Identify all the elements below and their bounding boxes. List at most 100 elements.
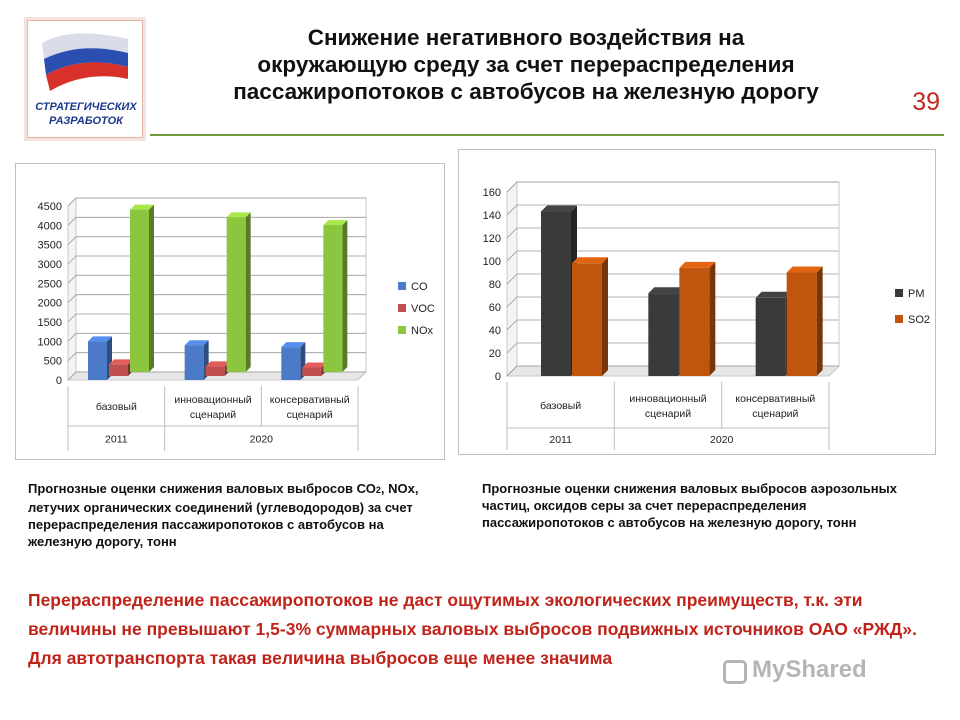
gridline: [506, 181, 839, 193]
bar-front: [205, 366, 225, 376]
bar-front: [679, 267, 710, 376]
chart-svg-right: 0 20 40 60 80 100 120 140 160 базовый инновационны…: [483, 180, 930, 450]
x-category-label: базовый: [540, 400, 581, 412]
x-group-label: 2020: [250, 434, 274, 446]
bar-front: [226, 217, 246, 372]
bar-top: [648, 287, 685, 294]
bar-voc-1: [205, 361, 230, 376]
bar-top: [323, 220, 348, 226]
y-tick-label: 3000: [38, 259, 62, 271]
bar-top: [109, 359, 133, 365]
x-group-label: 2020: [710, 434, 734, 446]
logo-text-line2: СТРАТЕГИЧЕСКИХ: [35, 101, 137, 113]
gridline: [67, 197, 366, 207]
legend-swatch: [398, 304, 406, 312]
caption-left: Прогнозные оценки снижения валовых выбро…: [28, 480, 450, 550]
logo: ЦЕНТР СТРАТЕГИЧЕСКИХ РАЗРАБОТОК: [27, 20, 143, 138]
y-tick-label: 0: [495, 371, 501, 383]
back-wall: [75, 197, 367, 373]
y-tick-label: 140: [483, 210, 501, 222]
bar-voc-0: [109, 359, 133, 376]
bar-nox-1: [226, 212, 251, 372]
bar-top: [130, 204, 154, 210]
legend-label: SO2: [908, 314, 930, 326]
bar-so2-2: [786, 266, 823, 376]
bar-top: [88, 336, 112, 342]
legend-swatch: [895, 315, 903, 323]
caption-left-subscript: 2: [375, 485, 381, 495]
bar-top: [184, 340, 209, 346]
legend-swatch: [398, 282, 406, 290]
y-tick-label: 0: [56, 375, 62, 387]
gridline: [67, 294, 366, 303]
bar-front: [88, 341, 107, 380]
bar-side: [245, 212, 251, 372]
watermark-icon: [723, 660, 747, 684]
gridline: [506, 250, 839, 262]
y-tick-label: 4500: [38, 201, 62, 213]
bar-top: [786, 266, 823, 273]
bar-front: [281, 347, 301, 380]
bar-front: [302, 367, 322, 376]
bar-top: [302, 362, 327, 368]
bar-side: [709, 261, 716, 376]
bar-co-1: [184, 340, 209, 380]
x-group-label: 2011: [549, 434, 572, 446]
bar-front: [541, 211, 571, 376]
gridline: [506, 319, 839, 331]
gridline: [67, 352, 366, 361]
bar-top: [205, 361, 230, 367]
bar-front: [755, 297, 786, 376]
x-category-label: сценарий: [752, 408, 798, 420]
side-wall: [67, 196, 77, 382]
y-tick-label: 500: [44, 356, 62, 368]
y-tick-label: 40: [489, 325, 501, 337]
title-line: Снижение негативного воздействия на: [307, 25, 745, 50]
y-tick-label: 160: [483, 187, 501, 199]
x-category-label: сценарий: [190, 409, 236, 421]
title-line: пассажиропотоков с автобусов на железную…: [233, 79, 819, 104]
gridline: [67, 313, 366, 323]
conclusion-text: Перераспределение пассажиропотоков не да…: [28, 590, 917, 668]
y-tick-label: 80: [489, 279, 501, 291]
legend-label: NOx: [411, 325, 434, 337]
y-tick-label: 2000: [38, 298, 62, 310]
gridline: [67, 216, 366, 226]
caption-right: Прогнозные оценки снижения валовых выбро…: [482, 481, 897, 530]
gridline: [67, 371, 366, 381]
x-category-label: сценарий: [645, 408, 691, 420]
gridline: [506, 204, 839, 216]
bar-pm-2: [755, 291, 792, 376]
bar-so2-0: [572, 257, 608, 376]
bar-pm-1: [648, 287, 685, 376]
bar-front: [109, 364, 128, 376]
logo-text-line3: РАЗРАБОТОК: [49, 115, 123, 127]
bar-front: [572, 263, 602, 376]
y-tick-label: 1500: [38, 317, 62, 329]
y-tick-label: 1000: [38, 336, 62, 348]
bar-front: [323, 225, 343, 372]
x-category-label: консервативный: [270, 394, 350, 406]
gridline: [506, 227, 839, 239]
y-tick-label: 2500: [38, 278, 62, 290]
caption-left-part1: Прогнозные оценки снижения валовых выбро…: [28, 481, 376, 496]
bar-nox-0: [130, 204, 154, 372]
y-tick-label: 4000: [38, 220, 62, 232]
legend-label: PM: [908, 288, 925, 300]
watermark: MyShared: [752, 656, 867, 683]
gridline: [67, 236, 366, 245]
bar-side: [342, 220, 348, 372]
flag-logo-icon: [42, 33, 128, 91]
page-number: 39: [912, 88, 940, 116]
bar-top: [572, 257, 608, 264]
bar-front: [648, 293, 679, 376]
bar-co-0: [88, 336, 112, 380]
emissions-chart-left: 0 500 1000 1500 2000 2500 3000 3500 4000 4500 базо…: [15, 163, 445, 460]
bar-front: [184, 345, 204, 380]
y-tick-label: 3500: [38, 240, 62, 252]
bar-top: [755, 291, 792, 298]
gridline: [506, 273, 839, 285]
bar-front: [130, 209, 149, 372]
gridline: [67, 274, 366, 284]
chart-svg-left: 0 500 1000 1500 2000 2500 3000 3500 4000 4500 базо…: [38, 196, 435, 451]
